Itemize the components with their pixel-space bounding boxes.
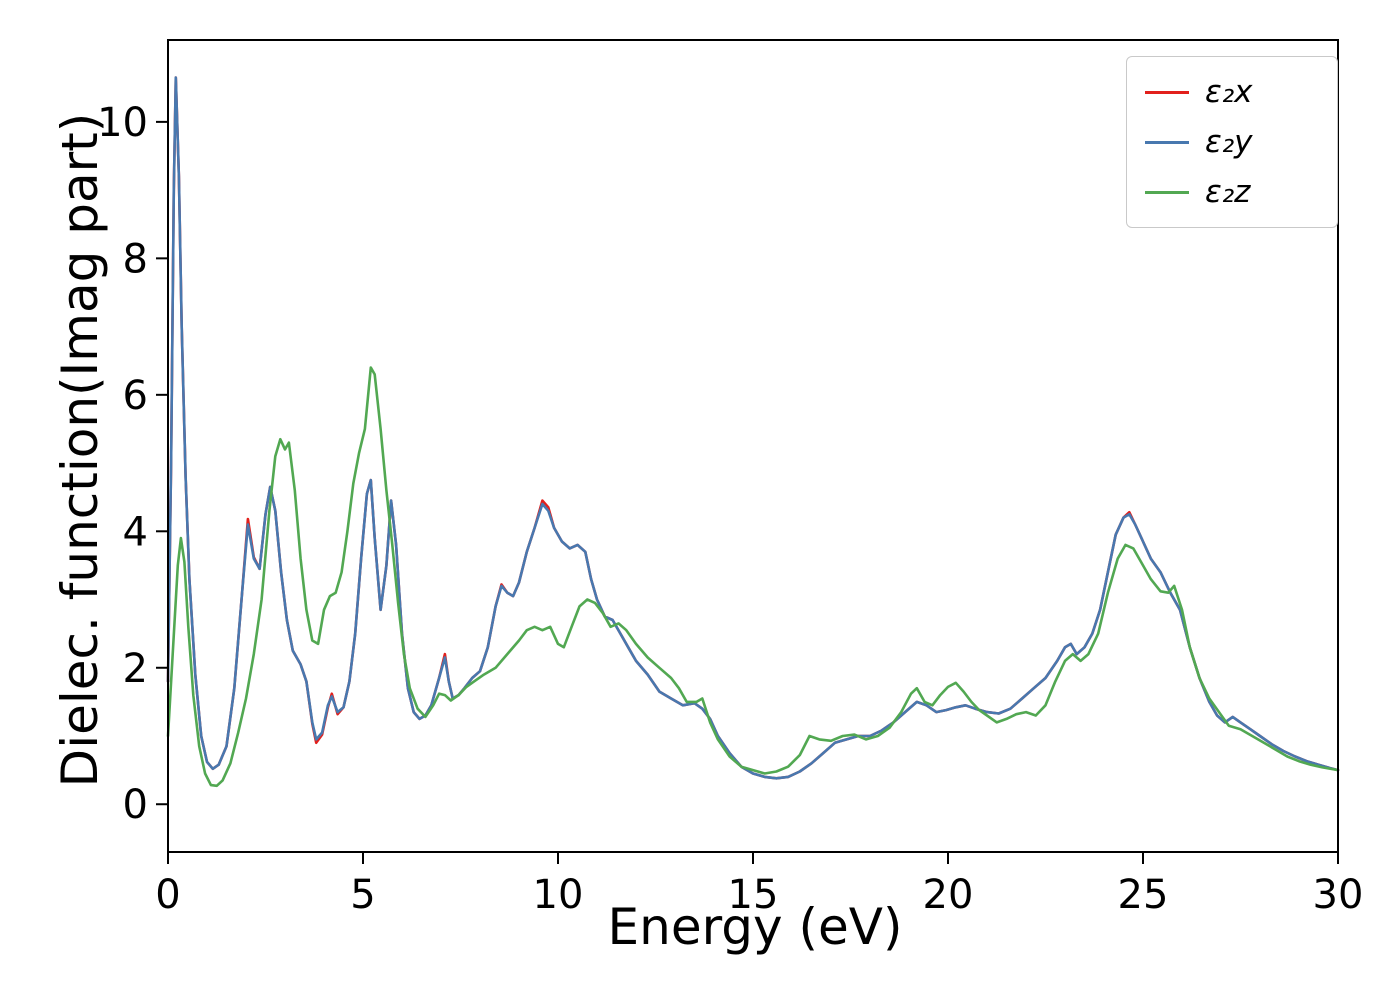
series-line-2 — [166, 366, 1340, 788]
y-tick-label: 2 — [123, 646, 148, 692]
x-axis-label: Energy (eV) — [0, 898, 1400, 956]
y-tick-label: 4 — [123, 509, 148, 555]
y-axis-label: Dielec. function(Imag part) — [51, 40, 109, 860]
x-tick-label: 5 — [350, 872, 375, 918]
legend-line-sample — [1145, 140, 1189, 144]
legend-entry-0: ε₂x — [1127, 67, 1337, 117]
x-tick-label: 25 — [1118, 872, 1169, 918]
x-tick-label: 15 — [728, 872, 779, 918]
x-tick-label: 20 — [923, 872, 974, 918]
y-axis-label-text: Dielec. function(Imag part) — [51, 112, 109, 788]
legend: ε₂x ε₂y ε₂z — [1126, 56, 1338, 228]
legend-line-sample — [1145, 90, 1189, 94]
legend-label: ε₂x — [1205, 74, 1253, 110]
legend-entry-1: ε₂y — [1127, 117, 1337, 167]
x-tick-label: 10 — [533, 872, 584, 918]
y-tick-label: 0 — [123, 782, 148, 828]
y-tick-label: 6 — [123, 373, 148, 419]
legend-entry-2: ε₂z — [1127, 167, 1337, 217]
y-tick-label: 8 — [123, 236, 148, 282]
legend-line-sample — [1145, 190, 1189, 194]
x-axis-label-text: Energy (eV) — [607, 898, 903, 956]
legend-label: ε₂y — [1205, 124, 1253, 160]
x-tick-label: 30 — [1313, 872, 1364, 918]
x-tick-label: 0 — [155, 872, 180, 918]
series-line-1 — [166, 76, 1340, 780]
y-tick-label: 10 — [97, 100, 148, 146]
legend-label: ε₂z — [1205, 174, 1251, 210]
